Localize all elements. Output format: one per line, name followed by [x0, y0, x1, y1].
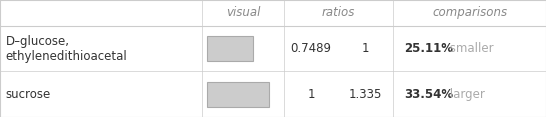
Text: 25.11%: 25.11%	[404, 42, 453, 55]
Text: smaller: smaller	[446, 42, 494, 55]
Text: 0.7489: 0.7489	[290, 42, 332, 55]
Text: sucrose: sucrose	[5, 88, 51, 101]
Bar	[207, 82, 269, 107]
Text: 1: 1	[307, 88, 315, 101]
Text: 33.54%: 33.54%	[404, 88, 453, 101]
Bar	[207, 36, 253, 61]
Text: ratios: ratios	[322, 6, 355, 19]
Text: visual: visual	[226, 6, 260, 19]
Text: 1.335: 1.335	[349, 88, 383, 101]
Text: 1: 1	[362, 42, 370, 55]
Text: comparisons: comparisons	[432, 6, 507, 19]
Text: D–glucose,
ethylenedithioacetal: D–glucose, ethylenedithioacetal	[5, 35, 127, 63]
Text: larger: larger	[446, 88, 485, 101]
